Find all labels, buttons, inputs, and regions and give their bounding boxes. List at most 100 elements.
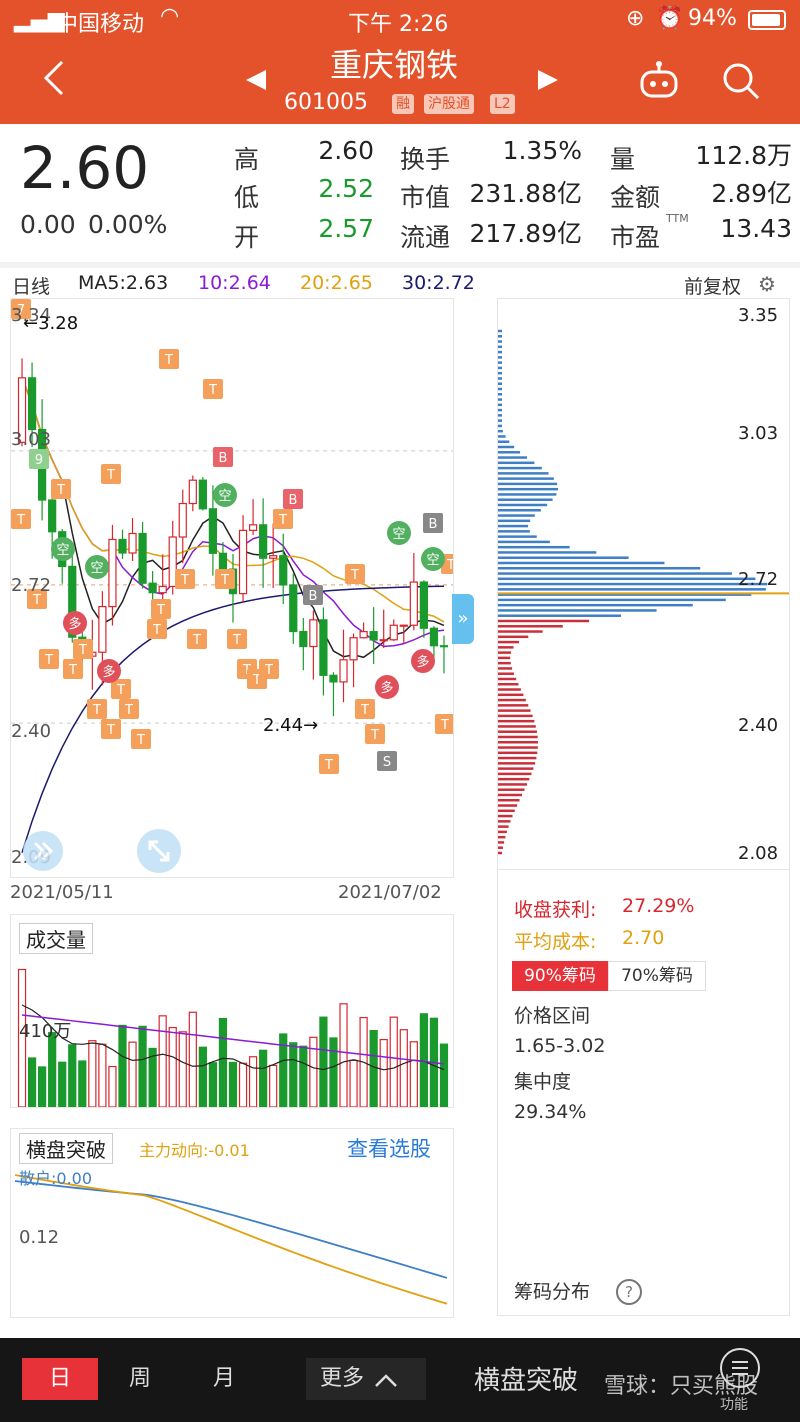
chip-bar [498,577,756,581]
next-stock-button[interactable] [536,68,560,96]
trade-marker-t-box [355,699,375,719]
chip-bar [498,335,502,338]
stock-header: ▂▄▆ 中国移动 ◠ 下午 2:26 ⊕ ⏰ 94% 重庆钢铁 601005 融… [0,0,800,124]
tab-more-label: 更多 [320,1366,365,1391]
stat-label: 高 [234,145,260,174]
volume-chart[interactable]: 成交量 410万 [10,914,454,1108]
stat-value: 2.57 [318,214,374,243]
volume-bar [439,1043,449,1107]
menu-button[interactable] [720,1348,760,1388]
chip-bar [498,704,529,707]
chip-bar [498,730,537,733]
chip-bar [498,746,538,749]
trade-marker-b-box [283,489,303,509]
candle-body [379,639,388,642]
seven-marker: 7 [17,303,25,318]
chip-bar [498,408,502,412]
tag-margin: 融 [392,94,414,114]
price-range-label: 价格区间 [514,1005,591,1027]
settings-gear-icon[interactable]: ⚙ [758,272,776,296]
indicator-selector[interactable]: 横盘突破 [474,1366,579,1396]
adjust-mode-label[interactable]: 前复权 [684,276,742,298]
trade-marker-t-box [87,699,107,719]
kline-price-label: 2.40 [11,721,52,742]
view-screener-link[interactable]: 查看选股 [347,1137,431,1161]
trade-marker-t-box [101,464,121,484]
chip-bar [498,350,502,354]
battery-percent: 94% [688,6,737,31]
kline-price-label: 3.34 [11,305,52,326]
signal-duo-bubble [411,649,435,673]
signal-duo: 多 [416,654,429,670]
trade-marker-t-box [273,509,293,529]
trade-marker-t-box [111,679,131,699]
help-icon[interactable]: ? [616,1279,642,1305]
candle-body [148,582,157,594]
chip-bar [498,846,503,849]
chip-bar [498,509,541,512]
signal-kong-bubble [51,537,75,561]
lock-rotation-icon: ⊕ [626,6,645,31]
ma10-legend: 10:2.64 [198,272,271,294]
expand-arrows-icon [148,840,170,862]
chip-bar [498,424,502,428]
prev-stock-button[interactable] [244,68,268,96]
period-label[interactable]: 日线 [12,276,51,298]
chip-bar [498,556,629,559]
chip-bar [498,503,548,507]
trade-marker-t: T [264,663,273,678]
stat-label: 市值 [400,183,451,212]
signal-duo-bubble [375,675,399,699]
tab-day[interactable]: 日 [22,1358,98,1400]
chip-bar [498,493,557,496]
signal-kong-bubble [421,547,445,571]
menu-label: 功能 [720,1397,748,1413]
price-change: 0.00 [20,210,76,239]
chip-bar [498,835,506,839]
trade-marker-t: T [156,603,165,618]
tab-month[interactable]: 月 [212,1366,235,1391]
trade-marker-t-box [215,569,235,589]
trade-marker-t-box [345,564,365,584]
chip-bar [498,340,502,343]
tab-more[interactable]: 更多 [306,1358,426,1400]
chip-bar [498,709,531,712]
trade-marker-t-box [159,349,179,369]
candle-body [128,532,137,554]
tab-chip-70[interactable]: 70%筹码 [608,961,706,991]
chip-bar [498,651,511,654]
indicator-chart[interactable]: 横盘突破 主力动向:-0.01 查看选股 散户:0.00 0.12 [10,1128,454,1318]
tab-chip-90[interactable]: 90%筹码 [512,961,608,991]
trade-marker-t: T [78,643,87,658]
trade-marker-t: T [324,758,333,773]
tab-week[interactable]: 周 [128,1366,151,1391]
volume-bar [48,1032,57,1107]
chip-bar [498,788,525,791]
chip-bar [498,329,502,333]
search-icon[interactable] [720,60,762,106]
side-expand-handle[interactable]: » [452,594,474,644]
candle-body [349,637,358,661]
trade-marker-t: T [164,353,173,368]
volume-bar [38,1066,47,1107]
chip-bar [498,403,502,407]
volume-bar [409,1041,418,1107]
candle-body [409,581,418,626]
chip-distribution-panel[interactable]: 3.35 3.03 2.72 2.40 2.08 收盘获利: 27.29% 平均… [497,298,790,1316]
robot-assistant-icon[interactable] [638,60,680,104]
volume-bar [128,1041,137,1107]
chip-bar [498,783,527,786]
expand-left-button[interactable] [23,831,63,871]
fullscreen-button[interactable] [137,829,181,873]
trade-marker-t: T [440,718,449,733]
volume-bar [259,1049,268,1107]
chip-bar [498,461,535,465]
back-icon[interactable] [36,58,72,98]
chip-bar [498,714,533,718]
trade-marker-t-box [151,599,171,619]
candle-body [419,581,428,629]
status-time: 下午 2:26 [348,12,449,37]
volume-bar [299,1045,308,1107]
indicator-title[interactable]: 横盘突破 [19,1133,113,1164]
